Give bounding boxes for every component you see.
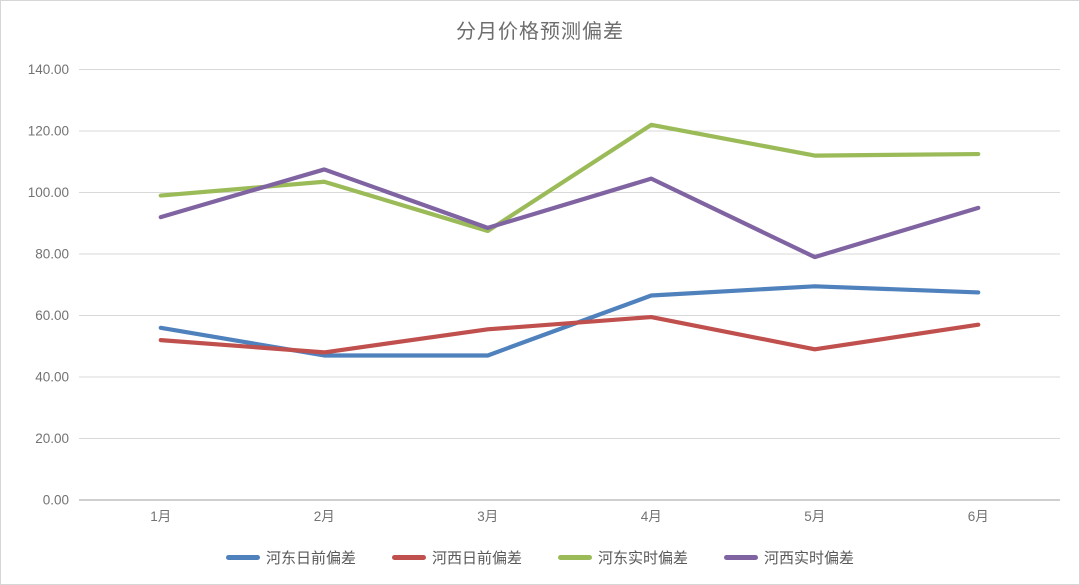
y-axis-tick-label: 100.00 <box>28 185 69 200</box>
y-axis-tick-label: 20.00 <box>35 431 69 446</box>
y-axis-tick-label: 0.00 <box>43 493 69 508</box>
legend-item-1: 河西日前偏差 <box>391 547 522 568</box>
y-axis-tick-label: 60.00 <box>35 308 69 323</box>
x-axis-label: 5月 <box>804 509 825 524</box>
legend-marker-icon <box>391 555 426 560</box>
legend-item-2: 河东实时偏差 <box>558 547 688 568</box>
x-axis-label: 6月 <box>968 509 989 524</box>
legend-label: 河东实时偏差 <box>598 551 689 567</box>
series-line-3 <box>158 167 981 260</box>
legend-item-0: 河东日前偏差 <box>225 547 356 568</box>
x-axis-label: 3月 <box>477 509 498 524</box>
y-axis-tick-label: 140.00 <box>28 62 69 77</box>
legend-marker-icon <box>724 555 759 560</box>
y-axis-tick-label: 40.00 <box>35 370 69 385</box>
x-axis-label: 4月 <box>641 509 662 524</box>
legend-label: 河西日前偏差 <box>431 551 522 567</box>
legend-item-3: 河西实时偏差 <box>724 547 854 568</box>
series-line-2 <box>158 122 981 234</box>
y-axis-tick-label: 120.00 <box>28 124 69 139</box>
x-axis-label: 2月 <box>314 509 335 524</box>
y-axis-tick-label: 80.00 <box>35 247 69 262</box>
legend-label: 河西实时偏差 <box>764 551 855 567</box>
series-line-1 <box>158 314 981 355</box>
legend-marker-icon <box>558 555 592 560</box>
legend-marker-icon <box>225 555 260 560</box>
chart-title: 分月价格预测偏差 <box>456 21 624 43</box>
legend: 河东日前偏差 河西日前偏差 河东实时偏差 河西实时偏差 <box>1 547 1079 568</box>
legend-label: 河东日前偏差 <box>265 551 356 567</box>
x-axis-label: 1月 <box>150 509 171 524</box>
